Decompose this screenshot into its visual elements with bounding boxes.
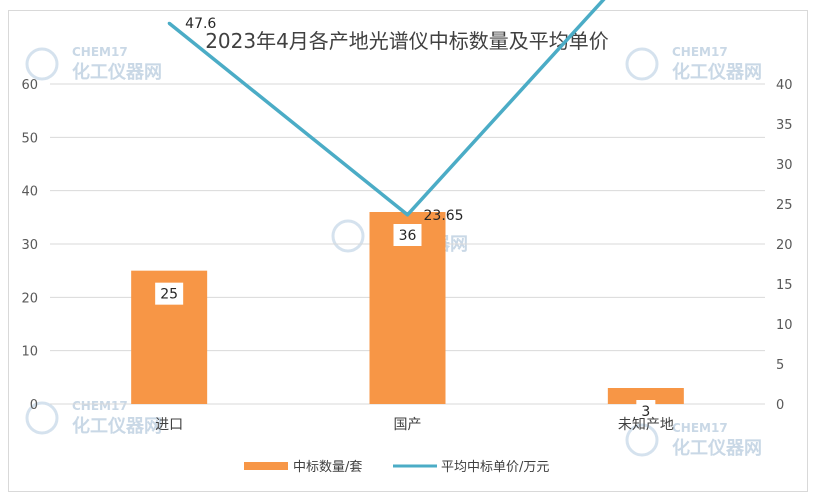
y-left-tick-label: 40 (21, 185, 38, 200)
watermark-logo-icon (25, 47, 59, 81)
bar-label-box (155, 282, 184, 305)
watermark-logo-icon (625, 423, 659, 457)
watermark-logo-icon (25, 401, 59, 435)
y-right-tick-label: 40 (776, 78, 793, 93)
y-right-tick-label: 20 (776, 238, 793, 253)
legend-label-bars: 中标数量/套 (293, 459, 362, 475)
y-right-tick-label: 10 (776, 318, 793, 333)
legend-swatch-bars (244, 462, 288, 470)
y-left-tick-label: 10 (21, 345, 38, 360)
watermark-main-text: 化工仪器网 (672, 61, 762, 83)
y-right-tick-label: 35 (776, 118, 793, 133)
line-data-label: 23.65 (424, 208, 464, 224)
y-right-tick-label: 0 (776, 398, 784, 413)
watermark-top-text: CHEM17 (672, 421, 728, 435)
watermark-top-text: CHEM17 (672, 45, 728, 59)
line-series: 47.623.6556.35 (167, 0, 606, 224)
legend-label-line: 平均中标单价/万元 (441, 460, 549, 475)
x-category-label: 进口 (155, 417, 183, 433)
y-left-tick-label: 20 (21, 291, 38, 306)
bar-data-label: 36 (399, 228, 417, 244)
y-right-tick-label: 5 (776, 358, 784, 373)
bar-label-box (393, 224, 422, 246)
watermark: CHEM17 化工仪器网 (25, 399, 162, 437)
y-right-tick-label: 15 (776, 278, 793, 293)
watermark-top-text: CHEM17 (72, 45, 128, 59)
bar (607, 388, 684, 404)
y-left-tick-label: 60 (21, 78, 38, 93)
legend: 中标数量/套 平均中标单价/万元 (244, 459, 549, 475)
y-left-tick-label: 50 (21, 131, 38, 146)
y-left-tick-label: 30 (21, 238, 38, 253)
line-point (406, 213, 409, 217)
bar-data-label: 25 (160, 287, 178, 303)
watermark-main-text: 化工仪器网 (672, 437, 762, 459)
y-left-tick-label: 0 (30, 398, 38, 413)
x-category-label: 未知产地 (618, 416, 674, 433)
chart-title: 2023年4月各产地光谱仪中标数量及平均单价 (205, 29, 609, 53)
watermark: CHEM17 化工仪器网 (625, 421, 762, 459)
line-data-label: 47.6 (185, 16, 216, 32)
x-category-label: 国产 (394, 417, 422, 433)
line-point (167, 21, 171, 25)
bar-data-label: 3 (641, 404, 650, 420)
watermark-top-text: CHEM17 (72, 399, 128, 413)
y-right-tick-label: 25 (776, 198, 793, 213)
y-axis-left: 0 10 20 30 40 50 60 (21, 78, 38, 413)
bar-series: 25 36 3 (131, 212, 684, 422)
watermark-logo-icon (625, 47, 659, 81)
watermark-main-text: 化工仪器网 (72, 415, 162, 437)
x-axis: 进口 国产 未知产地 (155, 416, 674, 433)
watermark: CHEM17 化工仪器网 (625, 45, 762, 83)
watermark-main-text: 化工仪器网 (72, 61, 162, 83)
watermark: CHEM17 化工仪器网 (25, 45, 162, 83)
bar-label-box (636, 400, 656, 422)
y-right-tick-label: 30 (776, 158, 793, 173)
watermark-logo-icon (331, 219, 365, 253)
y-axis-right: 0 5 10 15 20 25 30 35 40 (776, 78, 793, 413)
